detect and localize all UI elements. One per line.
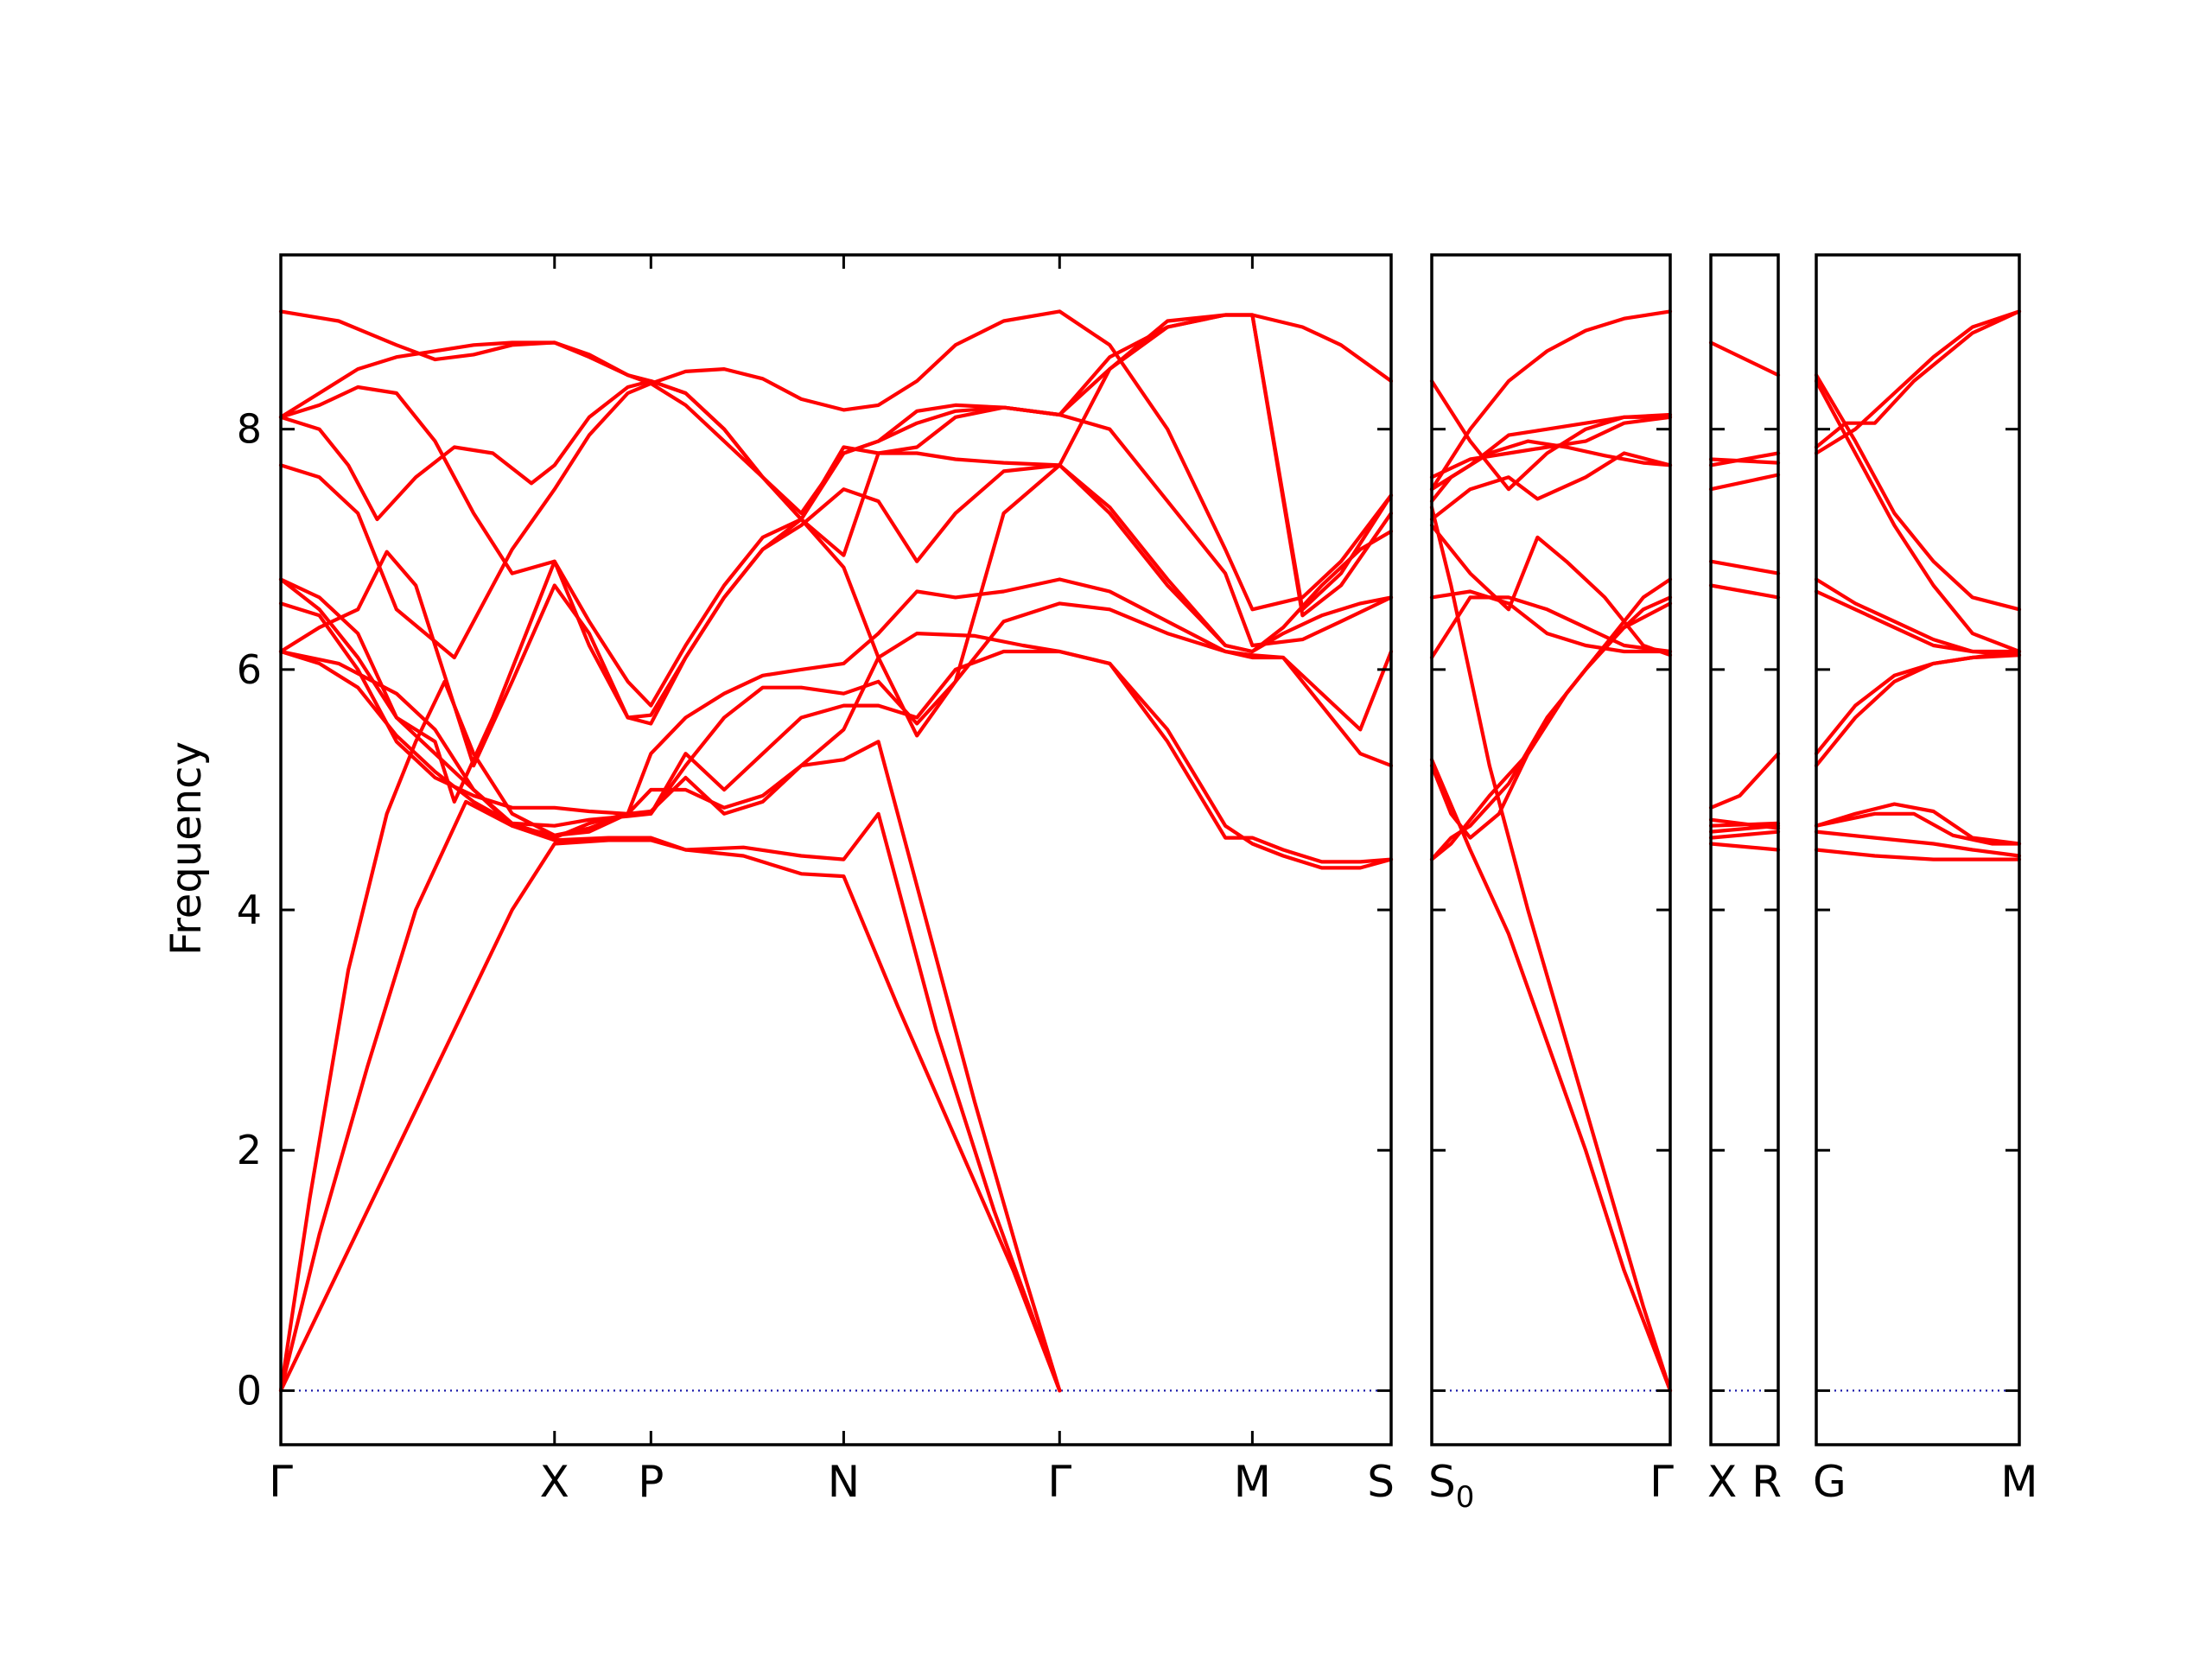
band-4-2 [1814,830,2022,858]
band-4-6 [1814,649,2022,756]
band-2-1 [1429,758,1673,1393]
band-4-11 [1814,373,2022,612]
band-4-8 [1814,577,2022,654]
symmetry-point-label: S0 [1428,1457,1474,1515]
symmetry-point-label: Γ [1649,1457,1674,1507]
band-4-9 [1814,309,2022,455]
symmetry-point-label: G [1813,1457,1847,1507]
band-1-2 [278,799,1062,1393]
band-3-6 [1708,752,1781,810]
panel-frame [1430,253,1672,1446]
band-2-2 [1429,505,1673,1393]
band-panel-2: S0 Γ [1428,253,1674,1515]
symmetry-point-label: S [1367,1457,1395,1507]
band-1-10 [278,313,1394,660]
y-axis-label: Frequency [162,741,211,956]
band-1-4 [278,632,1394,870]
band-4-5 [1814,653,2022,768]
band-4-3 [1814,811,2022,846]
band-1-8 [278,463,1394,768]
band-2-14 [1429,309,1673,492]
y-tick-label: 0 [237,1367,262,1414]
band-3-7 [1708,583,1781,600]
band-3-8 [1708,559,1781,575]
band-2-13 [1429,378,1673,492]
band-2-11 [1429,415,1673,492]
band-1-3 [278,679,1062,1393]
y-tick-label: 6 [237,646,262,693]
band-3-12 [1708,340,1781,378]
band-1-14 [278,309,1394,612]
panel-frame [1815,253,2021,1446]
band-3-11 [1708,457,1781,465]
band-1-1 [278,838,1062,1393]
band-3-2 [1708,830,1781,840]
panel-frame [1709,253,1780,1446]
symmetry-point-label: M [1234,1457,1271,1507]
symmetry-point-label: X [540,1457,569,1507]
band-2-10 [1429,451,1673,522]
panel-frame [279,253,1393,1446]
band-1-13 [278,340,1394,648]
symmetry-point-subscript: 0 [1456,1480,1475,1515]
symmetry-point-label: X [1707,1457,1737,1507]
symmetry-point-label: Γ [1047,1457,1071,1507]
band-4-4 [1814,802,2022,846]
band-2-7 [1429,589,1673,654]
y-tick-label: 4 [237,887,262,933]
band-4-1 [1814,848,2022,861]
band-1-12 [278,313,1394,720]
symmetry-point-label: P [638,1457,664,1507]
band-3-1 [1708,842,1781,852]
y-tick-labels: 0 2 4 6 8 [237,406,262,1414]
band-3-5 [1708,817,1781,830]
band-1-7 [278,577,1394,840]
band-2-8 [1429,523,1673,658]
band-2-12 [1429,415,1673,480]
y-tick-label: 8 [237,406,262,453]
y-tick-label: 2 [237,1127,262,1173]
symmetry-point-label: Γ [269,1457,293,1507]
band-2-5 [1429,595,1673,840]
band-4-12 [1814,378,2022,654]
symmetry-point-label: N [828,1457,860,1507]
band-2-6 [1429,595,1673,660]
symmetry-point-label: M [2000,1457,2037,1507]
band-3-9 [1708,473,1781,492]
symmetry-point-label: R [1751,1457,1782,1507]
